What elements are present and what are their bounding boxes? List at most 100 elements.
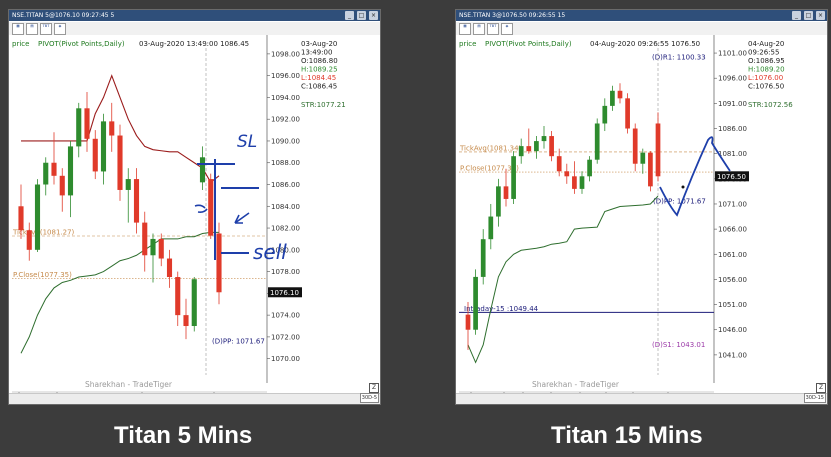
y-tick-label: 1078.00 [271,268,300,276]
ohlc-readout-line: O:1086.95 [748,57,785,65]
str-readout: STR:1077.21 [301,101,346,109]
ohlc-readout-line: H:1089.25 [301,66,338,74]
candle-body [142,222,148,256]
candle-body [640,152,646,164]
candle-body [150,238,156,256]
toolbar-tool-2-icon[interactable]: ▤ [473,23,485,35]
zoom-button[interactable]: Z [369,383,379,393]
date-time-readout: 03-Aug-2020 13:49:00 1086.45 [139,40,249,48]
toolbar-tool-2-icon[interactable]: ▤ [26,23,38,35]
y-tick-label: 1072.00 [271,333,300,341]
candle-body [541,136,547,142]
candle-body [594,123,600,160]
candle-body [34,184,41,250]
y-tick-label: 1088.00 [271,159,300,167]
scale-button[interactable]: 30D-5 [359,393,379,403]
scale-button[interactable]: 30D-15 [803,393,826,403]
y-tick-label: 1070.00 [271,355,300,363]
r1-label: (D)R1: 1100.33 [652,53,706,61]
ink-arrow-down [234,212,250,224]
y-tick-label: 1101.00 [718,50,747,58]
pclose-label: P.Close(1077.35) [13,271,72,279]
candle-body [51,162,57,176]
candle-body [587,159,592,177]
candle-body [556,156,562,172]
candle-body [125,179,131,190]
candle-body [488,216,494,240]
ohlc-readout-line: 03-Aug-20 [301,40,337,48]
candle-body [511,156,516,199]
candle-body [526,146,532,152]
window-title: NSE.TITAN 5@1076.10 09:27:45 5 [12,12,115,19]
minimize-icon[interactable]: _ [792,11,801,20]
last-price-box [268,287,302,298]
ohlc-readout-line: 13:49:00 [301,49,332,57]
toolbar-tool-3-icon[interactable]: TBT [40,23,52,35]
candle-body [496,186,501,217]
chart-window-15min[interactable]: NSE.TITAN 3@1076.50 09:26:55 15 _ □ × ▦ … [455,9,828,405]
ohlc-readout-line: H:1089.20 [748,66,785,74]
y-tick-label: 1056.00 [718,276,747,284]
candle-body [158,238,164,259]
s1-label: (D)S1: 1043.01 [652,341,705,349]
candle-body [617,90,623,99]
chart-15min[interactable]: price PIVOT(Pivot Points,Daily) 04-Aug-202… [456,35,827,393]
candle-body [26,230,32,250]
window-title: NSE.TITAN 3@1076.50 09:26:55 15 [459,12,566,19]
close-icon[interactable]: × [816,11,825,20]
caption-15min: Titan 15 Mins [551,422,703,449]
minimize-icon[interactable]: _ [345,11,354,20]
y-tick-label: 1074.00 [271,312,300,320]
candle-body [572,176,577,189]
window-titlebar[interactable]: NSE.TITAN 3@1076.50 09:26:55 15 _ □ × [456,10,827,21]
candle-body [632,128,638,164]
chart-5min[interactable]: price PIVOT(Pivot Points,Daily) 03-Aug-202… [9,35,380,393]
ink-dot [681,185,685,189]
candle-body [208,179,214,236]
y-tick-label: 1041.00 [718,351,747,359]
caption-5min: Titan 5 Mins [114,422,253,449]
ohlc-readout-line: L:1076.00 [748,74,783,82]
zoom-button[interactable]: Z [816,383,826,393]
y-tick-label: 1091.00 [718,100,747,108]
candle-body [625,98,630,129]
close-icon[interactable]: × [369,11,378,20]
ink-sell-text: sell [253,240,287,264]
ink-forecast-path [659,136,731,217]
price-label: price [12,40,29,48]
candle-body [76,108,82,147]
str-readout: STR:1072.56 [748,101,793,109]
candle-body [549,136,554,157]
y-tick-label: 1092.00 [271,116,300,124]
pclose-label: P.Close(1077.35) [460,165,519,173]
date-time-readout: 04-Aug-2020 09:26:55 1076.50 [590,40,700,48]
ohlc-readout-line: 09:26:55 [748,49,779,57]
candle-body [59,175,65,196]
maximize-icon[interactable]: □ [357,11,366,20]
watermark: Sharekhan - TradeTiger [532,380,620,389]
last-price-label: 1076.10 [270,289,299,297]
str-indicator-line [20,231,219,354]
toolbar-tool-1-icon[interactable]: ▦ [12,23,24,35]
ink-sl-bracket [197,159,235,260]
candle-body [564,171,570,177]
toolbar-tool-1-icon[interactable]: ▦ [459,23,471,35]
ink-arrow-left [194,204,208,213]
y-tick-label: 1066.00 [718,226,747,234]
candle-body [480,239,486,277]
candle-body [109,121,115,136]
candle-body [473,276,478,330]
toolbar-tool-4-icon[interactable]: ◈ [501,23,513,35]
toolbar-tool-3-icon[interactable]: TBT [487,23,499,35]
price-label: price [459,40,476,48]
y-tick-label: 1081.00 [718,150,747,158]
maximize-icon[interactable]: □ [804,11,813,20]
window-titlebar[interactable]: NSE.TITAN 5@1076.10 09:27:45 5 _ □ × [9,10,380,21]
chart-window-5min[interactable]: NSE.TITAN 5@1076.10 09:27:45 5 _ □ × ▦ ▤… [8,9,381,405]
pp-label: (D)PP: 1071.67 [653,198,706,206]
candle-body [67,146,74,196]
y-tick-label: 1094.00 [271,94,300,102]
watermark: Sharekhan - TradeTiger [85,380,173,389]
toolbar-tool-4-icon[interactable]: ◈ [54,23,66,35]
candle-body [610,90,615,106]
